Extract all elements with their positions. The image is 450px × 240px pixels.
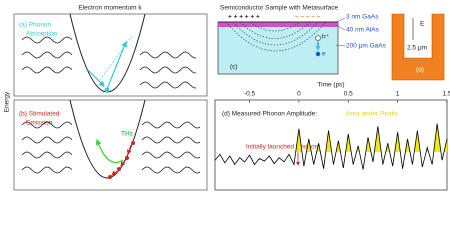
x-tick-label: 0.5 <box>344 91 353 98</box>
wave <box>21 51 73 59</box>
alas-layer <box>218 22 338 27</box>
x-axis-label: Time (ps) <box>317 82 344 89</box>
wave <box>21 121 73 129</box>
electron-dot <box>125 156 129 160</box>
metasurface <box>391 13 445 81</box>
peak-area <box>295 123 447 152</box>
guide <box>99 35 133 81</box>
arrow <box>120 159 126 167</box>
wave <box>21 136 73 144</box>
band-b <box>69 99 146 179</box>
leader <box>335 44 346 47</box>
field-label: E <box>420 21 425 28</box>
sample-title: Semiconductor Sample with Metasurface <box>220 5 339 12</box>
charges: + + + + + + <box>228 14 260 21</box>
panel-d-label: (d) <box>416 67 424 74</box>
electron-dot <box>131 141 135 145</box>
wave <box>21 166 73 174</box>
electron-dot <box>117 167 121 171</box>
electron-label: e <box>322 51 326 58</box>
trace <box>214 123 448 170</box>
hole <box>315 35 321 41</box>
electron-dot <box>108 175 112 179</box>
left-title: Electron momentum k <box>78 5 142 12</box>
x-tick-label: 1.5 <box>442 91 450 98</box>
figure: Electron momentum k Energy (a) Phonon Ab… <box>4 5 450 191</box>
wave <box>141 151 201 159</box>
wave <box>141 166 201 174</box>
left-panels: Electron momentum k Energy (a) Phonon Ab… <box>4 5 208 191</box>
arrow <box>111 170 118 176</box>
x-tick-label: -0.5 <box>244 91 256 98</box>
panel-b-label: Emission <box>26 120 53 127</box>
layer-label: 3 nm GaAs <box>346 14 379 21</box>
wave <box>139 51 197 59</box>
energy-label: Energy <box>4 91 11 112</box>
arrow <box>87 69 105 87</box>
thz-label: THz <box>121 131 134 138</box>
phonon-waves <box>21 36 201 174</box>
arrow <box>106 40 127 90</box>
wave <box>139 66 197 74</box>
panel-a-label: (a) Phonon <box>19 22 52 29</box>
panel-c-label: (c) <box>230 64 238 71</box>
wave <box>21 36 73 44</box>
sample-panel: Semiconductor Sample with Metasurface + … <box>217 5 445 81</box>
hole-label: h⁺ <box>322 34 330 41</box>
electron-dot <box>104 87 110 93</box>
electron <box>315 51 321 57</box>
wave <box>141 121 201 129</box>
panel-b-label: (b) Stimulated <box>19 111 60 118</box>
leader <box>335 17 346 23</box>
wave <box>141 136 201 144</box>
field-lines <box>225 21 327 52</box>
gap <box>406 16 430 56</box>
annotation: Initially launched Phonon <box>246 144 319 151</box>
arrow <box>95 138 124 164</box>
chart-title: (d) Measured Phonon Amplitude: <box>222 111 317 118</box>
x-tick-label: 0 <box>297 91 301 98</box>
wave <box>21 66 73 74</box>
charges: – – – – – <box>295 14 321 21</box>
layer-label: 40 nm AlAs <box>346 27 380 34</box>
leader <box>335 24 346 31</box>
wave <box>21 151 73 159</box>
panel-a-box <box>13 13 208 97</box>
chart: Time (ps) (d) Measured Phonon Amplitude:… <box>214 82 450 191</box>
layer-label: 200 μm GaAs <box>346 43 387 50</box>
panel-a-label: Absorption <box>26 31 57 38</box>
x-tick-label: 1 <box>396 91 400 98</box>
wave <box>139 81 197 89</box>
arrow <box>126 144 132 155</box>
size-label: 2.5 μm <box>407 45 427 52</box>
legend-note: Area under Peaks <box>346 111 399 118</box>
band-a <box>69 13 146 93</box>
panel-b-box <box>13 99 208 191</box>
